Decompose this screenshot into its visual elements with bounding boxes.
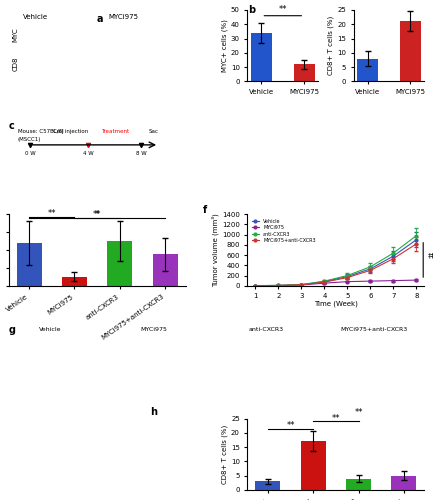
Text: **: ** (354, 408, 363, 417)
Text: **: ** (48, 209, 56, 218)
Text: MYC: MYC (12, 28, 18, 42)
Text: *: * (95, 210, 99, 219)
Bar (346, 478, 371, 490)
Text: **: ** (93, 210, 101, 219)
Bar (17, 243, 42, 286)
Text: 0 W: 0 W (25, 151, 35, 156)
Bar (301, 442, 326, 490)
Text: **: ** (385, 0, 393, 5)
Text: h: h (150, 407, 157, 417)
Text: 8 W: 8 W (136, 151, 147, 156)
Bar (251, 33, 272, 82)
Y-axis label: CD8+ T cells (%): CD8+ T cells (%) (328, 16, 334, 76)
Text: **: ** (332, 414, 340, 422)
Bar (391, 476, 416, 490)
Text: Mouse: C57BL/6J: Mouse: C57BL/6J (17, 129, 63, 134)
Text: d: d (247, 121, 255, 131)
Y-axis label: MYC+ cells (%): MYC+ cells (%) (222, 20, 228, 72)
Text: Sac: Sac (149, 129, 159, 134)
Text: CD8: CD8 (12, 56, 18, 71)
Text: MYCi975: MYCi975 (380, 141, 407, 146)
Text: Cell injection: Cell injection (53, 129, 88, 134)
Text: MYCi975: MYCi975 (141, 328, 168, 332)
Text: Vehicle: Vehicle (39, 328, 61, 332)
Text: anti-CXCR3: anti-CXCR3 (380, 153, 415, 158)
Text: MYCi975: MYCi975 (109, 14, 139, 20)
Text: 4 W: 4 W (83, 151, 94, 156)
Bar (400, 22, 421, 82)
Bar (255, 482, 281, 490)
Text: f: f (203, 205, 207, 215)
Text: anti-CXCR3: anti-CXCR3 (249, 328, 284, 332)
Text: MYCi975+anti-CXCR3: MYCi975+anti-CXCR3 (341, 328, 408, 332)
Text: Vehicle: Vehicle (380, 129, 403, 134)
Bar (107, 241, 132, 286)
Text: b: b (249, 5, 255, 15)
Text: **: ** (286, 420, 295, 430)
Text: Treatment: Treatment (101, 129, 129, 134)
X-axis label: Time (Week): Time (Week) (314, 300, 358, 307)
Bar (357, 58, 378, 82)
Legend: Vehicle, MYCi975, anti-CXCR3, MYCi975+anti-CXCR3: Vehicle, MYCi975, anti-CXCR3, MYCi975+an… (250, 216, 317, 245)
Bar (294, 64, 315, 82)
Bar (152, 254, 178, 286)
Bar (62, 277, 87, 285)
Text: g: g (9, 326, 16, 336)
Text: (MSCC1): (MSCC1) (17, 136, 41, 141)
Text: Vehicle: Vehicle (23, 14, 48, 20)
Text: c: c (9, 121, 14, 131)
Text: **: ** (278, 6, 287, 15)
Text: a: a (97, 14, 103, 24)
Text: MYCi975+anti-CXCR3: MYCi975+anti-CXCR3 (380, 164, 433, 170)
Text: ‡‡: ‡‡ (428, 252, 433, 258)
Y-axis label: Tumor volume (mm³): Tumor volume (mm³) (212, 213, 219, 287)
Y-axis label: CD8+ T cells (%): CD8+ T cells (%) (222, 424, 228, 484)
